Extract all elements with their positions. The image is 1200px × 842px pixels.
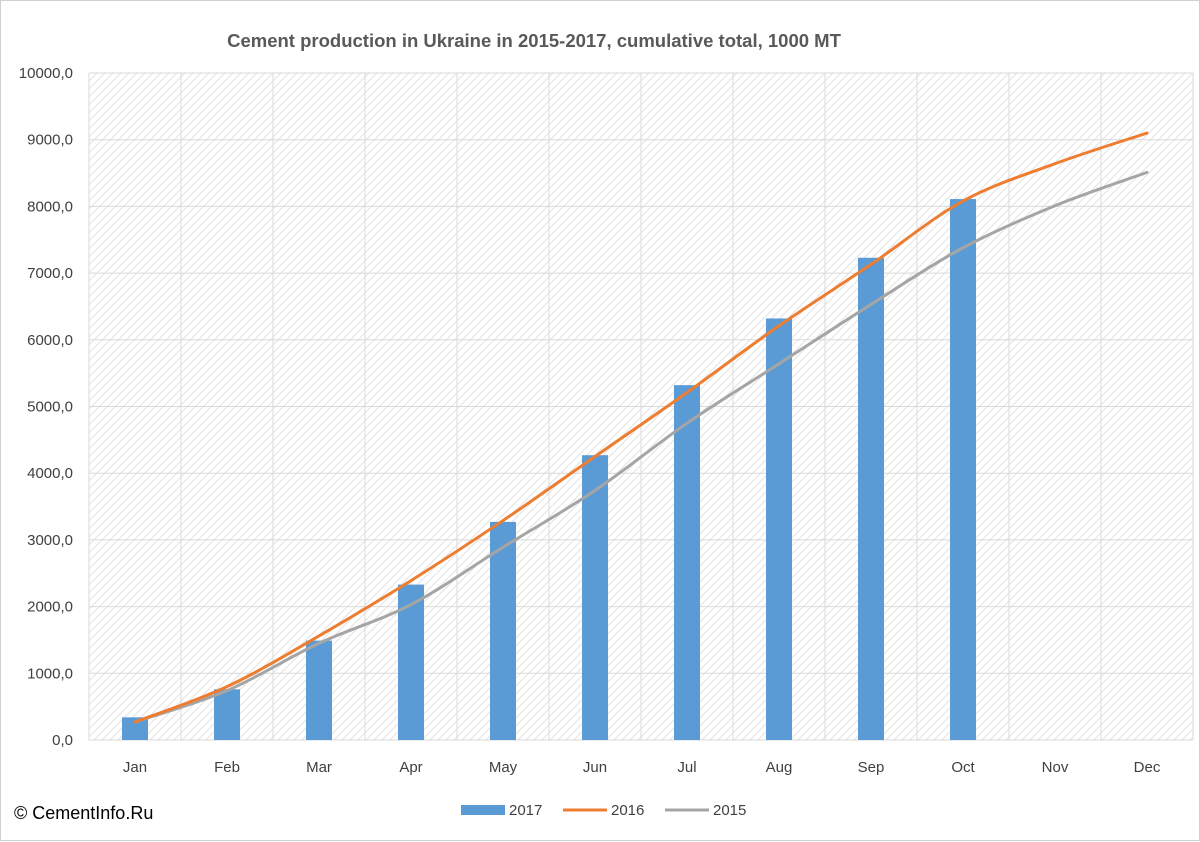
bar-2017-mar: [306, 640, 332, 740]
x-tick-label: Aug: [766, 759, 793, 776]
legend: 2017 2016 2015: [461, 802, 746, 819]
x-tick-label: Oct: [951, 759, 975, 776]
y-tick-label: 1000,0: [27, 665, 73, 682]
bar-2017-oct: [950, 199, 976, 741]
series-2017-bars: [122, 199, 976, 741]
legend-item-2016: 2016: [563, 802, 644, 819]
x-tick-label: Jun: [583, 759, 607, 776]
x-tick-label: Jan: [123, 759, 147, 776]
bar-2017-feb: [214, 689, 240, 740]
y-tick-label: 3000,0: [27, 532, 73, 549]
legend-label-2015: 2015: [713, 802, 746, 819]
x-tick-label: Apr: [399, 759, 422, 776]
bar-2017-aug: [766, 318, 792, 740]
bar-2017-sep: [858, 257, 884, 740]
y-tick-label: 8000,0: [27, 198, 73, 215]
bar-2017-jan: [122, 717, 148, 740]
y-tick-label: 2000,0: [27, 599, 73, 616]
chart-title: Cement production in Ukraine in 2015-201…: [227, 30, 841, 51]
y-tick-label: 7000,0: [27, 265, 73, 282]
x-tick-label: Feb: [214, 759, 240, 776]
y-tick-label: 9000,0: [27, 132, 73, 149]
line-2016: [133, 131, 1149, 724]
bar-2017-may: [490, 521, 516, 740]
x-tick-label: Jul: [677, 759, 696, 776]
copyright-text: © CementInfo.Ru: [14, 803, 154, 823]
y-tick-label: 6000,0: [27, 332, 73, 349]
x-tick-label: Sep: [858, 759, 885, 776]
y-tick-label: 10000,0: [19, 65, 73, 82]
y-tick-label: 4000,0: [27, 465, 73, 482]
bar-2017-jul: [674, 385, 700, 740]
y-tick-label: 0,0: [52, 732, 73, 749]
y-axis: 0,0 1000,0 2000,0 3000,0 4000,0 5000,0 6000,0 7…: [19, 65, 73, 749]
bar-2017-jun: [582, 455, 608, 740]
grid-lines: [88, 72, 1194, 741]
x-tick-label: Nov: [1042, 759, 1069, 776]
x-tick-label: May: [489, 759, 518, 776]
y-tick-label: 5000,0: [27, 399, 73, 416]
legend-item-2015: 2015: [665, 802, 746, 819]
x-axis: Jan Feb Mar Apr May Jun Jul Aug Sep Oct Nov Dec: [123, 759, 1161, 776]
legend-item-2017: 2017: [461, 802, 542, 819]
legend-label-2016: 2016: [611, 802, 644, 819]
series-lines: [133, 131, 1149, 724]
line-2015: [133, 170, 1149, 724]
legend-swatch-2017: [461, 805, 505, 815]
x-tick-label: Mar: [306, 759, 332, 776]
legend-label-2017: 2017: [509, 802, 542, 819]
x-tick-label: Dec: [1134, 759, 1161, 776]
